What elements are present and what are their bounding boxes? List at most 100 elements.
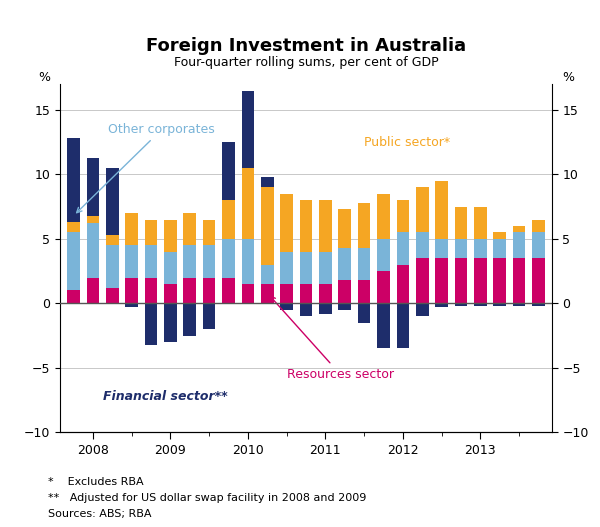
Text: Public sector*: Public sector*	[364, 136, 450, 149]
Bar	[184, 246, 196, 278]
Bar	[86, 223, 99, 278]
Bar	[164, 304, 177, 342]
Bar	[377, 271, 390, 304]
Bar	[358, 248, 370, 280]
Bar	[455, 207, 467, 239]
Bar	[86, 216, 99, 223]
Bar	[513, 304, 526, 306]
Bar	[164, 284, 177, 304]
Text: Four-quarter rolling sums, per cent of GDP: Four-quarter rolling sums, per cent of G…	[173, 56, 439, 69]
Bar	[513, 226, 526, 232]
Text: Sources: ABS; RBA: Sources: ABS; RBA	[48, 509, 151, 519]
Bar	[261, 177, 274, 188]
Bar	[435, 258, 448, 304]
Bar	[493, 232, 506, 239]
Bar	[532, 220, 545, 232]
Bar	[184, 213, 196, 246]
Bar	[280, 194, 293, 252]
Bar	[532, 232, 545, 258]
Bar	[106, 235, 119, 246]
Bar	[397, 232, 409, 265]
Bar	[203, 278, 215, 304]
Bar	[416, 188, 428, 232]
Bar	[455, 239, 467, 258]
Bar	[338, 304, 351, 310]
Bar	[222, 200, 235, 239]
Bar	[300, 200, 312, 252]
Bar	[261, 265, 274, 284]
Bar	[164, 220, 177, 252]
Bar	[145, 304, 157, 345]
Bar	[145, 220, 157, 246]
Bar	[106, 168, 119, 235]
Bar	[377, 304, 390, 348]
Bar	[125, 304, 138, 307]
Bar	[242, 91, 254, 168]
Bar	[358, 203, 370, 248]
Bar	[532, 304, 545, 306]
Bar	[338, 209, 351, 248]
Bar	[67, 222, 80, 232]
Bar	[106, 288, 119, 304]
Bar	[145, 246, 157, 278]
Text: %: %	[562, 71, 574, 84]
Text: %: %	[38, 71, 50, 84]
Text: Financial sector**: Financial sector**	[103, 389, 227, 403]
Bar	[474, 239, 487, 258]
Bar	[397, 304, 409, 348]
Bar	[493, 258, 506, 304]
Bar	[493, 304, 506, 306]
Bar	[319, 304, 332, 314]
Bar	[493, 239, 506, 258]
Bar	[300, 252, 312, 284]
Bar	[455, 304, 467, 306]
Text: Other corporates: Other corporates	[77, 123, 215, 213]
Bar	[338, 280, 351, 304]
Bar	[513, 258, 526, 304]
Bar	[184, 278, 196, 304]
Bar	[125, 278, 138, 304]
Bar	[242, 239, 254, 284]
Bar	[416, 232, 428, 258]
Bar	[435, 181, 448, 239]
Bar	[86, 158, 99, 216]
Bar	[242, 168, 254, 239]
Bar	[300, 304, 312, 316]
Text: Resources sector: Resources sector	[270, 296, 394, 380]
Bar	[280, 284, 293, 304]
Bar	[319, 252, 332, 284]
Bar	[125, 213, 138, 246]
Text: **   Adjusted for US dollar swap facility in 2008 and 2009: ** Adjusted for US dollar swap facility …	[48, 493, 367, 503]
Bar	[474, 304, 487, 306]
Bar	[203, 220, 215, 246]
Bar	[532, 258, 545, 304]
Bar	[106, 246, 119, 288]
Bar	[184, 304, 196, 336]
Bar	[280, 304, 293, 310]
Text: *    Excludes RBA: * Excludes RBA	[48, 477, 143, 487]
Bar	[455, 258, 467, 304]
Bar	[261, 188, 274, 265]
Bar	[338, 248, 351, 280]
Bar	[261, 284, 274, 304]
Bar	[145, 278, 157, 304]
Bar	[416, 258, 428, 304]
Title: Foreign Investment in Australia: Foreign Investment in Australia	[146, 37, 466, 55]
Bar	[319, 200, 332, 252]
Bar	[222, 239, 235, 278]
Bar	[319, 284, 332, 304]
Bar	[280, 252, 293, 284]
Bar	[377, 239, 390, 271]
Bar	[513, 232, 526, 258]
Bar	[164, 252, 177, 284]
Bar	[435, 239, 448, 258]
Bar	[203, 304, 215, 329]
Bar	[67, 290, 80, 304]
Bar	[300, 284, 312, 304]
Bar	[358, 280, 370, 304]
Bar	[358, 304, 370, 323]
Bar	[67, 139, 80, 222]
Bar	[397, 265, 409, 304]
Bar	[67, 232, 80, 290]
Bar	[435, 304, 448, 307]
